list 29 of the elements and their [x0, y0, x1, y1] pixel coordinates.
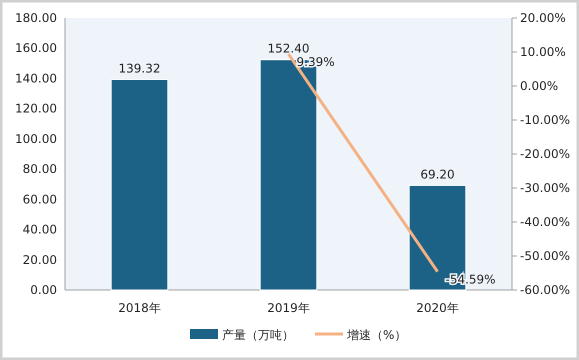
bar: [110, 78, 168, 290]
y-tick-label: 80.00: [22, 162, 57, 176]
y-tick-label: 20.00: [22, 252, 57, 267]
x-tick-label: 2019年: [267, 301, 310, 315]
y2-tick-label: -50.00%: [520, 249, 570, 263]
y-tick-label: 100.00: [15, 132, 57, 146]
y-tick-label: 120.00: [15, 102, 57, 116]
y-tick-label: 0.00: [30, 283, 57, 297]
y2-tick-label: -10.00%: [520, 113, 570, 127]
x-tick-label: 2018年: [118, 301, 161, 315]
y-tick-label: 40.00: [22, 222, 57, 237]
x-tick-label: 2020年: [416, 301, 459, 315]
legend-label: 增速（%）: [346, 328, 406, 342]
y2-tick-label: 10.00%: [520, 45, 566, 59]
y-tick-label: 180.00: [15, 11, 57, 25]
y-tick-label: 140.00: [15, 71, 57, 86]
y2-tick-label: -20.00%: [520, 147, 570, 161]
data-label: 9.39%: [296, 55, 335, 70]
y-tick-label: 160.00: [15, 41, 57, 56]
legend-label: 产量（万吨）: [222, 328, 294, 342]
data-label: 139.32: [118, 61, 160, 76]
data-label: 152.40: [268, 42, 310, 56]
y-tick-label: 60.00: [22, 192, 57, 206]
data-label: 69.20: [420, 167, 455, 182]
y2-tick-label: 20.00%: [520, 11, 566, 25]
y2-tick-label: -40.00%: [520, 215, 570, 229]
y2-tick-label: 0.00%: [520, 79, 558, 93]
y2-tick-label: -60.00%: [520, 283, 570, 297]
y2-tick-label: -30.00%: [520, 181, 570, 195]
